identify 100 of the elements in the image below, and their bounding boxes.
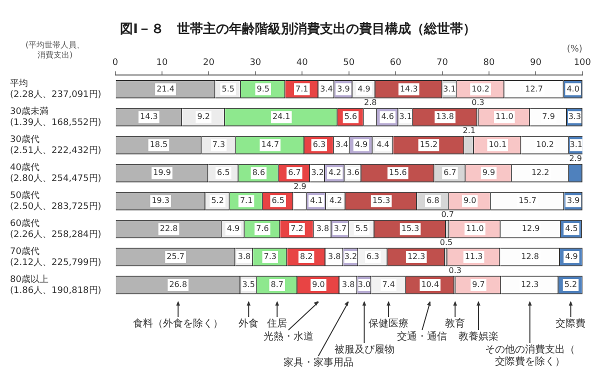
- text: 食料（外食を除く）: [133, 318, 224, 330]
- data-label: 15.2: [420, 140, 438, 150]
- y-tick-label: 70歳代 (2.12人、225,799円): [10, 246, 102, 268]
- data-label: 12.2: [531, 168, 550, 178]
- data-label: 6.7: [444, 168, 456, 178]
- y-tick-label: 60歳代 (2.26人、258,284円): [10, 218, 102, 240]
- data-label: 3.1: [570, 140, 582, 150]
- data-label: 15.6: [388, 168, 407, 178]
- data-label: 7.9: [542, 112, 555, 122]
- data-label: 4.2: [328, 168, 342, 178]
- x-tick-label: 60: [390, 58, 402, 68]
- x-tick-label: 0: [112, 58, 118, 68]
- data-label: 9.0: [463, 196, 476, 206]
- y-tick-label: 30歳代 (2.51人、222,432円): [10, 134, 102, 156]
- data-label: 5.2: [211, 196, 224, 206]
- text: その他の消費支出（交際費を除く）: [484, 344, 575, 368]
- data-label: 2.9: [294, 182, 306, 191]
- data-label: 24.1: [272, 112, 290, 122]
- data-label: 3.9: [337, 84, 350, 94]
- text: 家具・家事用品: [283, 356, 354, 369]
- text: 教養娯楽: [458, 330, 498, 343]
- data-label: 4.9: [354, 140, 368, 150]
- data-label: 3.8: [328, 252, 341, 262]
- x-tick-label: 90: [530, 58, 542, 68]
- data-label: 8.7: [270, 280, 284, 290]
- data-label: 12.3: [407, 252, 426, 262]
- x-tick-label: 50: [343, 58, 355, 68]
- chart-title: 図Ⅰ－８ 世帯主の年齢階級別消費支出の費目構成（総世帯）: [120, 21, 476, 38]
- x-tick-label: 70: [436, 58, 448, 68]
- data-label: 14.3: [140, 112, 158, 122]
- y-axis-title: (平均世帯人員、消費支出): [25, 40, 85, 60]
- data-label: 7.3: [212, 140, 226, 150]
- y-tick-label: 50歳代 (2.50人、283,725円): [10, 190, 102, 212]
- x-tick-label: 20: [202, 58, 215, 68]
- text: 被服及び履物: [334, 344, 394, 356]
- data-label: 3.3: [568, 112, 582, 122]
- data-label: 3.4: [335, 140, 348, 150]
- data-label: 9.9: [482, 168, 496, 178]
- data-label: 4.9: [565, 252, 578, 262]
- data-label: 19.3: [152, 196, 170, 206]
- data-label: 3.5: [242, 280, 256, 290]
- data-label: 26.8: [169, 280, 188, 290]
- data-label: 6.5: [217, 168, 230, 178]
- text: 光熱・水道: [263, 330, 314, 343]
- data-label: 9.2: [197, 112, 210, 122]
- data-label: 19.9: [153, 168, 171, 178]
- data-label: 11.0: [466, 224, 484, 234]
- data-label: 5.5: [222, 84, 234, 94]
- y-tick-label: 30歳未満 (1.39人、168,552円): [10, 106, 102, 128]
- data-label: 7.1: [296, 84, 308, 94]
- data-label: 21.4: [156, 84, 174, 94]
- data-label: 3.8: [238, 252, 251, 262]
- data-label: 0.3: [448, 266, 462, 275]
- data-label: 15.7: [518, 196, 536, 206]
- data-label: 12.7: [525, 84, 543, 94]
- data-label: 10.2: [536, 140, 554, 150]
- data-label: 8.2: [300, 252, 313, 262]
- data-label: 0.3: [472, 98, 484, 108]
- data-label: 3.0: [358, 280, 371, 290]
- data-label: 7.2: [290, 224, 304, 234]
- data-label: 6.3: [312, 140, 326, 150]
- y-tick-label: 40歳代 (2.80人、254,475円): [10, 162, 102, 184]
- data-label: 10.1: [488, 140, 507, 150]
- data-label: 7.3: [264, 252, 276, 262]
- data-label: 3.8: [316, 224, 330, 234]
- text: 交通・通信: [397, 330, 448, 343]
- x-axis-title: (%): [566, 44, 582, 54]
- data-label: 3.2: [311, 168, 324, 178]
- data-label: 6.8: [426, 196, 440, 206]
- text: 住居: [267, 318, 288, 330]
- y-tick-label: 80歳以上 (1.86人、190,818円): [10, 274, 102, 296]
- text: 保健医療: [368, 318, 409, 330]
- data-label: 4.0: [566, 84, 580, 94]
- data-label: 9.0: [312, 280, 325, 290]
- data-label: 25.7: [166, 252, 184, 262]
- data-label: 14.7: [261, 140, 280, 150]
- data-label: 12.8: [521, 252, 539, 262]
- x-tick-label: 80: [483, 58, 495, 68]
- data-label: 9.5: [256, 84, 270, 94]
- data-label: 4.6: [381, 112, 394, 122]
- text: 外食: [238, 318, 259, 330]
- data-label: 6.5: [272, 196, 284, 206]
- data-label: 5.5: [355, 224, 368, 234]
- data-label: 6.7: [288, 168, 301, 178]
- data-label: 3.6: [346, 168, 360, 178]
- data-label: 2.8: [364, 98, 377, 108]
- text: 教育: [445, 318, 466, 330]
- data-label: 18.5: [150, 140, 168, 150]
- x-tick-label: 100: [574, 58, 592, 68]
- data-label: 12.9: [522, 224, 540, 234]
- data-label: 15.3: [372, 196, 390, 206]
- data-label: 11.0: [495, 112, 514, 122]
- data-label: 7.6: [256, 224, 269, 234]
- y-tick-label: 平均 (2.28人、237,091円): [10, 78, 102, 100]
- data-label: 3.4: [320, 84, 333, 94]
- data-label: 7.4: [382, 280, 395, 290]
- data-label: 3.7: [334, 224, 347, 234]
- x-tick-label: 10: [156, 58, 168, 68]
- data-label: 10.2: [472, 84, 490, 94]
- data-label: 0.7: [441, 210, 454, 219]
